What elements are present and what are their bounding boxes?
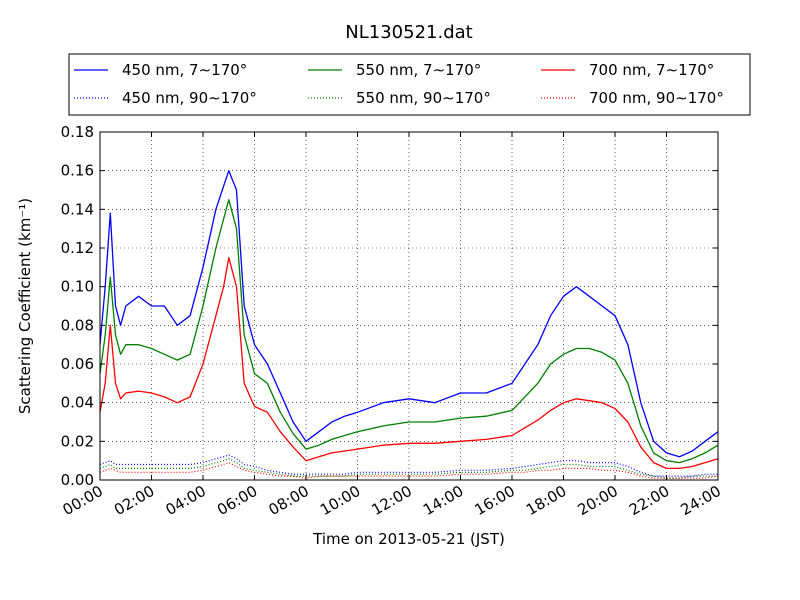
y-tick-label: 0.08 <box>61 316 94 334</box>
y-tick-label: 0.02 <box>61 432 94 450</box>
chart-title: NL130521.dat <box>345 22 472 43</box>
y-tick-label: 0.12 <box>61 239 94 257</box>
legend-label: 700 nm, 90∼170° <box>589 89 724 107</box>
y-axis-label: Scattering Coefficient (km⁻¹) <box>16 198 34 414</box>
legend-label: 700 nm, 7∼170° <box>589 61 714 79</box>
legend-label: 450 nm, 7∼170° <box>122 61 247 79</box>
y-tick-label: 0.00 <box>61 471 94 489</box>
y-tick-label: 0.04 <box>61 394 94 412</box>
legend-label: 450 nm, 90∼170° <box>122 89 257 107</box>
y-tick-label: 0.06 <box>61 355 94 373</box>
y-tick-label: 0.16 <box>61 162 94 180</box>
legend-label: 550 nm, 7∼170° <box>356 61 481 79</box>
series-line <box>99 454 718 477</box>
legend-box <box>68 53 751 116</box>
legend-label: 550 nm, 90∼170° <box>356 89 491 107</box>
x-axis-label: Time on 2013-05-21 (JST) <box>312 530 505 548</box>
y-tick-label: 0.18 <box>61 123 94 141</box>
series-line <box>99 462 719 479</box>
series-line <box>99 199 719 464</box>
legend: 450 nm, 7∼170° 450 nm, 90∼170° 550 nm, 7∼1… <box>68 53 751 116</box>
series-lines <box>99 170 719 479</box>
series-line <box>99 257 719 470</box>
y-tick-label: 0.14 <box>61 200 94 218</box>
y-tick-label: 0.10 <box>61 278 94 296</box>
series-line <box>99 170 719 458</box>
